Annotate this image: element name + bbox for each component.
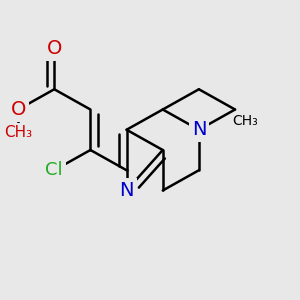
- Text: N: N: [192, 120, 206, 139]
- Text: CH₃: CH₃: [232, 114, 258, 128]
- Text: CH₃: CH₃: [4, 125, 32, 140]
- Text: N: N: [119, 181, 134, 200]
- Text: O: O: [46, 39, 62, 58]
- Text: Cl: Cl: [46, 161, 63, 179]
- Text: O: O: [11, 100, 26, 119]
